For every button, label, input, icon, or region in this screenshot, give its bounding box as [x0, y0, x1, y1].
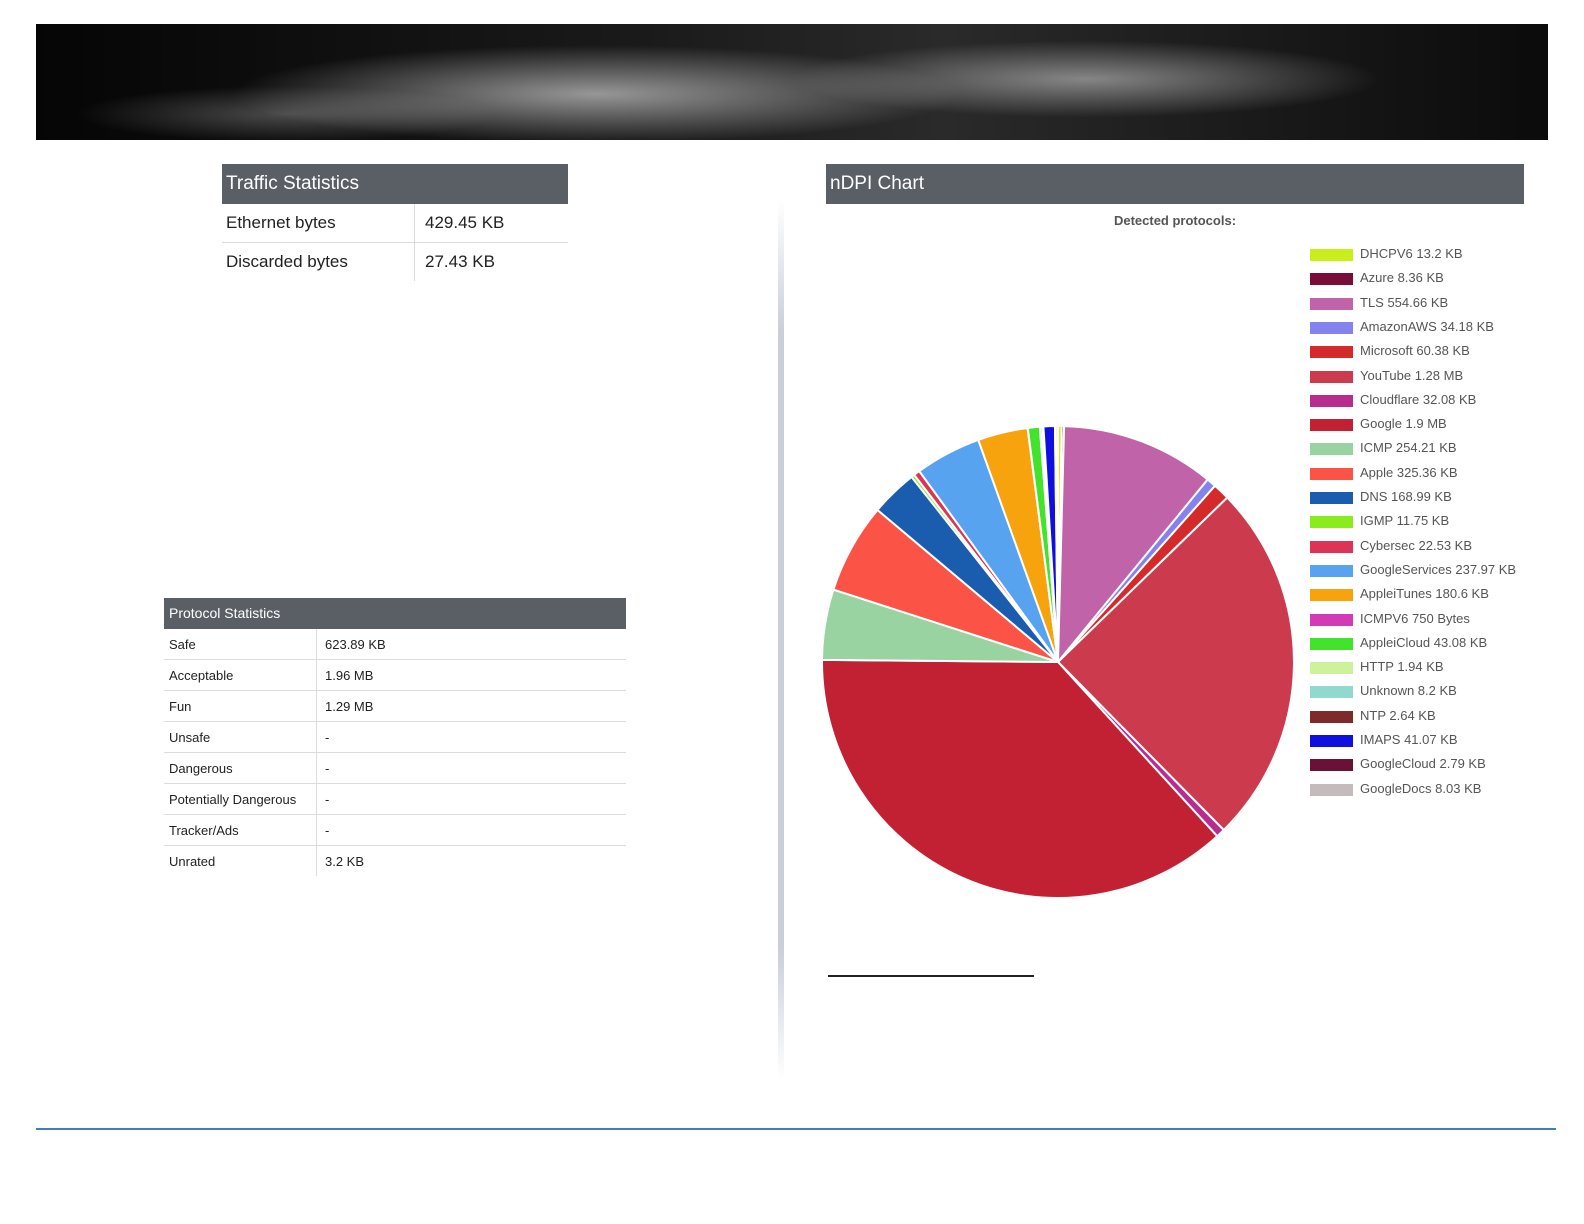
legend-label: Microsoft 60.38 KB [1360, 343, 1470, 359]
footer-rule [36, 1128, 1556, 1130]
row-value: 1.29 MB [316, 690, 626, 722]
table-row: Safe 623.89 KB [164, 629, 626, 660]
legend-label: NTP 2.64 KB [1360, 707, 1436, 723]
legend-swatch [1310, 394, 1353, 407]
legend-swatch [1310, 492, 1353, 504]
legend-label: Azure 8.36 KB [1360, 270, 1444, 286]
row-value: - [316, 814, 626, 846]
table-row: Potentially Dangerous - [164, 783, 626, 815]
legend-label: HTTP 1.94 KB [1360, 659, 1444, 675]
legend-swatch [1310, 346, 1353, 359]
legend-swatch [1310, 686, 1353, 699]
legend-label: Google 1.9 MB [1360, 416, 1447, 432]
row-value: - [316, 721, 626, 753]
row-label: Potentially Dangerous [164, 783, 317, 815]
legend-swatch [1310, 467, 1353, 480]
legend-label: ICMPV6 750 Bytes [1360, 610, 1470, 626]
legend-swatch [1310, 759, 1353, 772]
pie-slice-2 [1056, 425, 1210, 665]
legend-swatch [1310, 564, 1353, 577]
legend-label: DNS 168.99 KB [1360, 489, 1452, 504]
pie-slice-5 [1056, 496, 1295, 832]
row-label: Discarded bytes [222, 242, 415, 281]
legend-label: IGMP 11.75 KB [1360, 513, 1450, 529]
protocol-statistics-table: Safe 623.89 KB Acceptable 1.96 MB Fun 1.29 … [164, 629, 626, 876]
row-label: Dangerous [164, 752, 317, 784]
legend-swatch [1310, 516, 1353, 529]
legend-label: GoogleServices 237.97 KB [1360, 561, 1517, 577]
legend-swatch [1310, 637, 1353, 650]
protocol-pie-chart [821, 424, 1295, 899]
legend-swatch [1310, 589, 1353, 602]
pie-slice-7 [821, 658, 1219, 899]
legend-swatch [1310, 662, 1353, 675]
protocol-statistics-header: Protocol Statistics [164, 598, 626, 629]
row-value: 3.2 KB [325, 853, 365, 869]
table-row: Fun 1.29 MB [164, 690, 626, 722]
header-banner [36, 24, 1548, 140]
table-row: Discarded bytes 27.43 KB [222, 242, 568, 281]
row-label: Unsafe [164, 721, 317, 753]
row-label: Unrated [164, 845, 317, 876]
legend-label: Unknown 8.2 KB [1360, 683, 1457, 699]
row-value: 27.43 KB [425, 252, 495, 271]
section-underline [828, 975, 1034, 977]
table-row: Unrated 3.2 KB [164, 845, 626, 876]
row-value: 1.96 MB [316, 659, 626, 691]
chart-title: Detected protocols: [1113, 213, 1237, 228]
row-label: Safe [164, 629, 317, 660]
row-label: Fun [164, 690, 317, 722]
table-row: Unsafe - [164, 721, 626, 753]
row-value: - [316, 752, 626, 784]
legend-label: AppleiTunes 180.6 KB [1360, 586, 1489, 602]
legend-swatch [1310, 419, 1353, 432]
legend-swatch [1310, 613, 1353, 626]
table-row: Tracker/Ads - [164, 814, 626, 846]
legend-swatch [1310, 710, 1353, 723]
legend-swatch [1310, 297, 1353, 310]
legend-label: TLS 554.66 KB [1360, 294, 1449, 310]
legend-swatch [1310, 273, 1353, 286]
legend-label: GoogleDocs 8.03 KB [1360, 780, 1482, 796]
legend-label: Cloudflare 32.08 KB [1360, 391, 1477, 407]
ndpi-chart-header: nDPI Chart [826, 164, 1524, 204]
legend-swatch [1310, 783, 1353, 796]
traffic-statistics-table: Ethernet bytes 429.45 KB Discarded bytes… [222, 204, 568, 281]
legend-label: GoogleCloud 2.79 KB [1360, 756, 1486, 772]
column-divider [778, 200, 784, 1080]
legend-swatch [1310, 735, 1353, 747]
legend-swatch [1310, 321, 1353, 334]
legend-label: Cybersec 22.53 KB [1360, 537, 1473, 553]
row-label: Acceptable [164, 659, 317, 691]
row-value: - [316, 783, 626, 815]
table-row: Ethernet bytes 429.45 KB [222, 204, 568, 243]
legend-label: AmazonAWS 34.18 KB [1360, 318, 1494, 334]
legend-label: AppleiCloud 43.08 KB [1360, 634, 1488, 650]
legend-swatch [1310, 249, 1353, 261]
row-value: 623.89 KB [316, 629, 626, 660]
pie-slice-22 [1054, 424, 1059, 663]
legend-label: DHCPV6 13.2 KB [1360, 246, 1463, 261]
legend-swatch [1310, 443, 1353, 456]
row-label: Tracker/Ads [164, 814, 317, 846]
legend-swatch [1310, 370, 1353, 383]
row-value: 429.45 KB [414, 204, 568, 243]
legend-label: IMAPS 41.07 KB [1360, 732, 1458, 747]
table-row: Acceptable 1.96 MB [164, 659, 626, 691]
row-label: Ethernet bytes [222, 204, 415, 243]
legend-label: Apple 325.36 KB [1360, 464, 1458, 480]
table-row: Dangerous - [164, 752, 626, 784]
legend-label: YouTube 1.28 MB [1360, 367, 1464, 383]
traffic-statistics-header: Traffic Statistics [222, 164, 568, 204]
legend-label: ICMP 254.21 KB [1360, 440, 1457, 456]
legend-swatch [1310, 540, 1353, 553]
